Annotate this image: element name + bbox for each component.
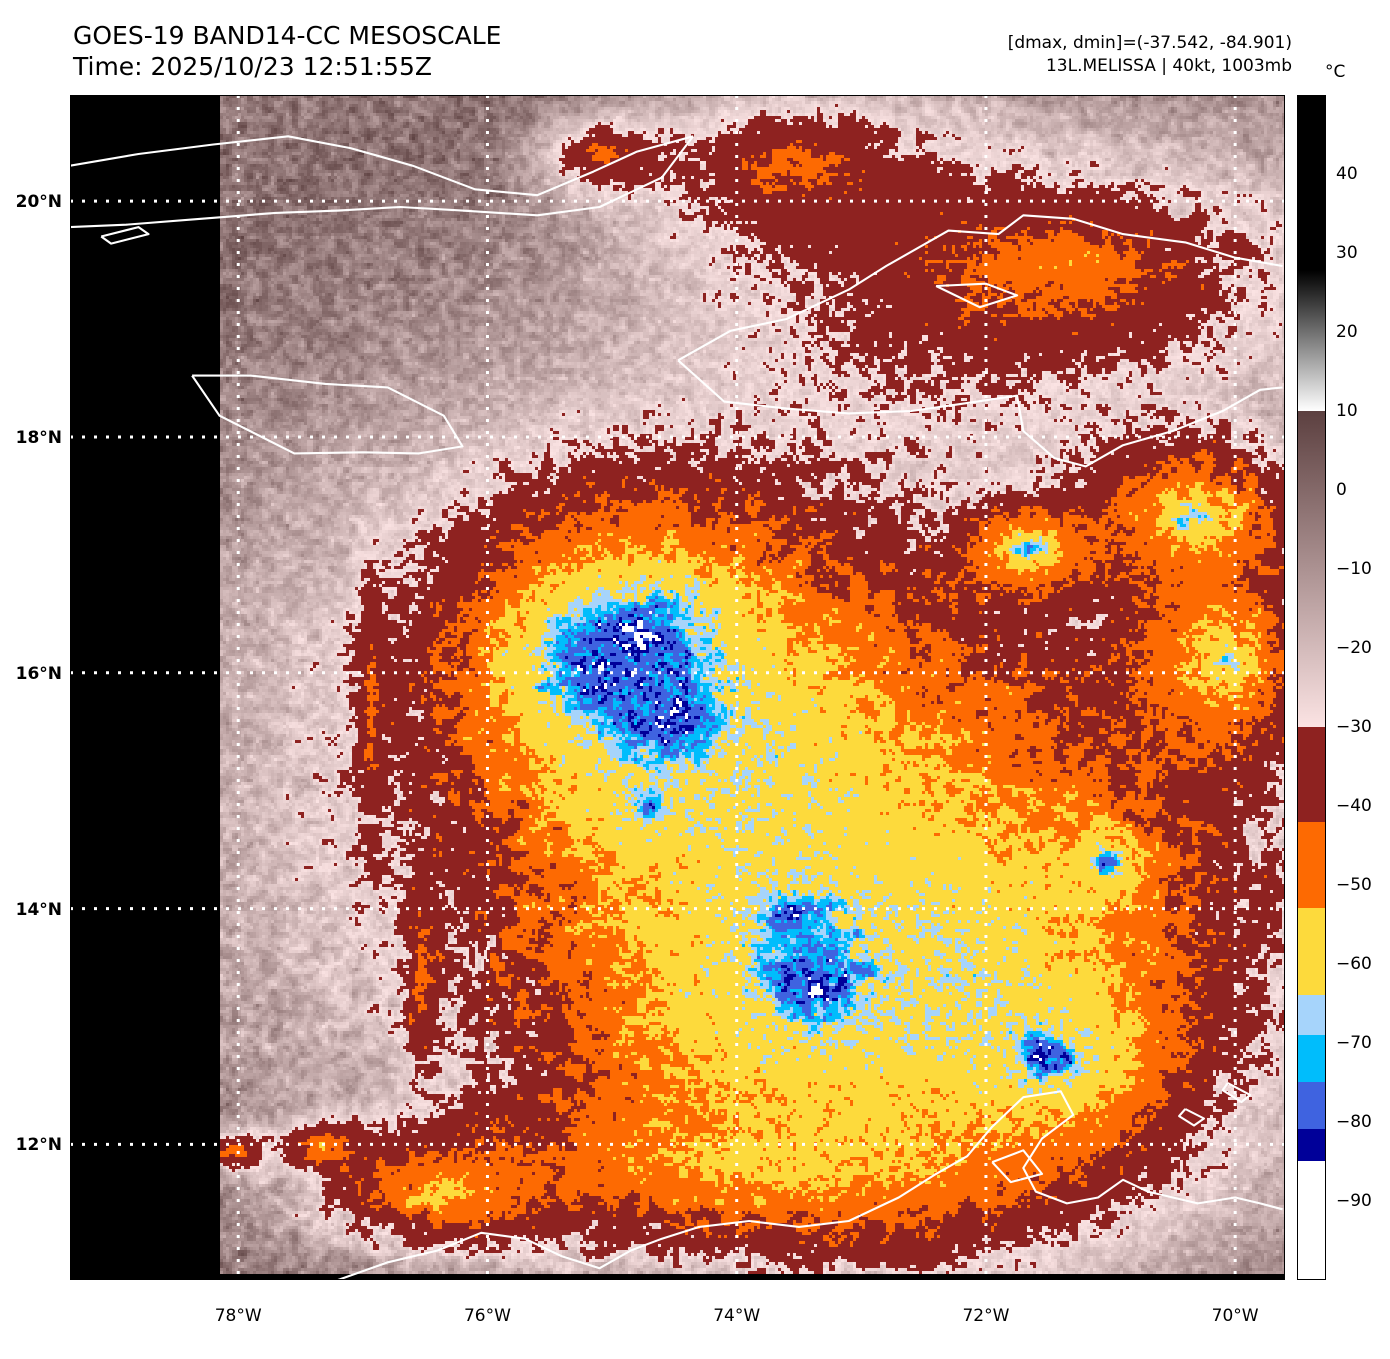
coastline-layer xyxy=(70,135,1283,1280)
colorbar-segment-yellow xyxy=(1298,908,1325,996)
colorbar-unit-label: °C xyxy=(1325,62,1346,82)
colorbar[interactable] xyxy=(1297,95,1326,1280)
copyright-label: Copyright © 2020-2025 Dapiya xyxy=(78,1278,418,1300)
map-raster xyxy=(70,95,1285,1280)
lat-label: 12°N xyxy=(15,1135,62,1156)
coastline xyxy=(1178,1108,1206,1127)
lat-label: 18°N xyxy=(15,427,62,448)
dminmax-readout: [dmax, dmin]=(-37.542, -84.901) xyxy=(1007,33,1292,53)
coastline xyxy=(100,226,150,245)
coastline xyxy=(1221,1082,1252,1104)
coastline xyxy=(935,282,1019,309)
colorbar-segment-black-hot xyxy=(1298,96,1325,270)
header-metadata-block: [dmax, dmin]=(-37.542, -84.901) 13L.MELI… xyxy=(1008,32,1292,78)
colorbar-tick: −50 xyxy=(1336,875,1372,895)
colorbar-tick: −20 xyxy=(1336,638,1372,658)
colorbar-segment-gray-ramp xyxy=(1298,269,1325,412)
colorbar-tick: 40 xyxy=(1336,164,1358,184)
colorbar-segment-dark-red xyxy=(1298,726,1325,822)
colorbar-segment-white-coldest xyxy=(1298,1160,1325,1279)
colorbar-tick: −10 xyxy=(1336,559,1372,579)
colorbar-tick: 20 xyxy=(1336,322,1358,342)
lon-label: 70°W xyxy=(1211,1306,1259,1326)
colorbar-segment-light-blue xyxy=(1298,995,1325,1035)
coastline xyxy=(191,374,464,455)
lon-label: 76°W xyxy=(463,1306,511,1326)
colorbar-tick: −80 xyxy=(1336,1112,1372,1132)
coastline xyxy=(337,1090,1283,1280)
colorbar-tick: −40 xyxy=(1336,796,1372,816)
colorbar-segment-navy xyxy=(1298,1129,1325,1161)
coastline xyxy=(677,214,1283,362)
colorbar-segment-royal-blue xyxy=(1298,1081,1325,1130)
lon-label: 72°W xyxy=(962,1306,1010,1326)
page-title: GOES-19 BAND14-CC MESOSCALE xyxy=(73,21,502,50)
lon-label: 78°W xyxy=(214,1306,262,1326)
ir-brightness-raster xyxy=(70,95,1285,1280)
lat-label: 14°N xyxy=(15,899,62,920)
colorbar-tick: 10 xyxy=(1336,401,1358,421)
coastline xyxy=(991,1149,1044,1184)
timestamp: Time: 2025/10/23 12:51:55Z xyxy=(73,52,432,81)
colorbar-segment-mauve-ramp xyxy=(1298,411,1325,727)
coastline xyxy=(70,135,694,197)
satellite-map[interactable] xyxy=(70,95,1285,1280)
lat-label: 16°N xyxy=(15,663,62,684)
colorbar-tick: −60 xyxy=(1336,954,1372,974)
colorbar-tick: 30 xyxy=(1336,243,1358,263)
storm-info: 13L.MELISSA | 40kt, 1003mb xyxy=(1045,56,1292,76)
header-title-block: GOES-19 BAND14-CC MESOSCALE Time: 2025/1… xyxy=(73,20,501,82)
lat-label: 20°N xyxy=(15,192,62,213)
colorbar-tick: −70 xyxy=(1336,1033,1372,1053)
lon-label: 74°W xyxy=(713,1306,761,1326)
coastline xyxy=(677,359,1283,468)
colorbar-tick: 0 xyxy=(1336,480,1347,500)
colorbar-tick: −30 xyxy=(1336,717,1372,737)
map-border xyxy=(70,95,1285,1280)
colorbar-segment-cyan xyxy=(1298,1034,1325,1082)
colorbar-tick: −90 xyxy=(1336,1191,1372,1211)
coastline xyxy=(70,135,694,229)
colorbar-segment-orange xyxy=(1298,821,1325,909)
